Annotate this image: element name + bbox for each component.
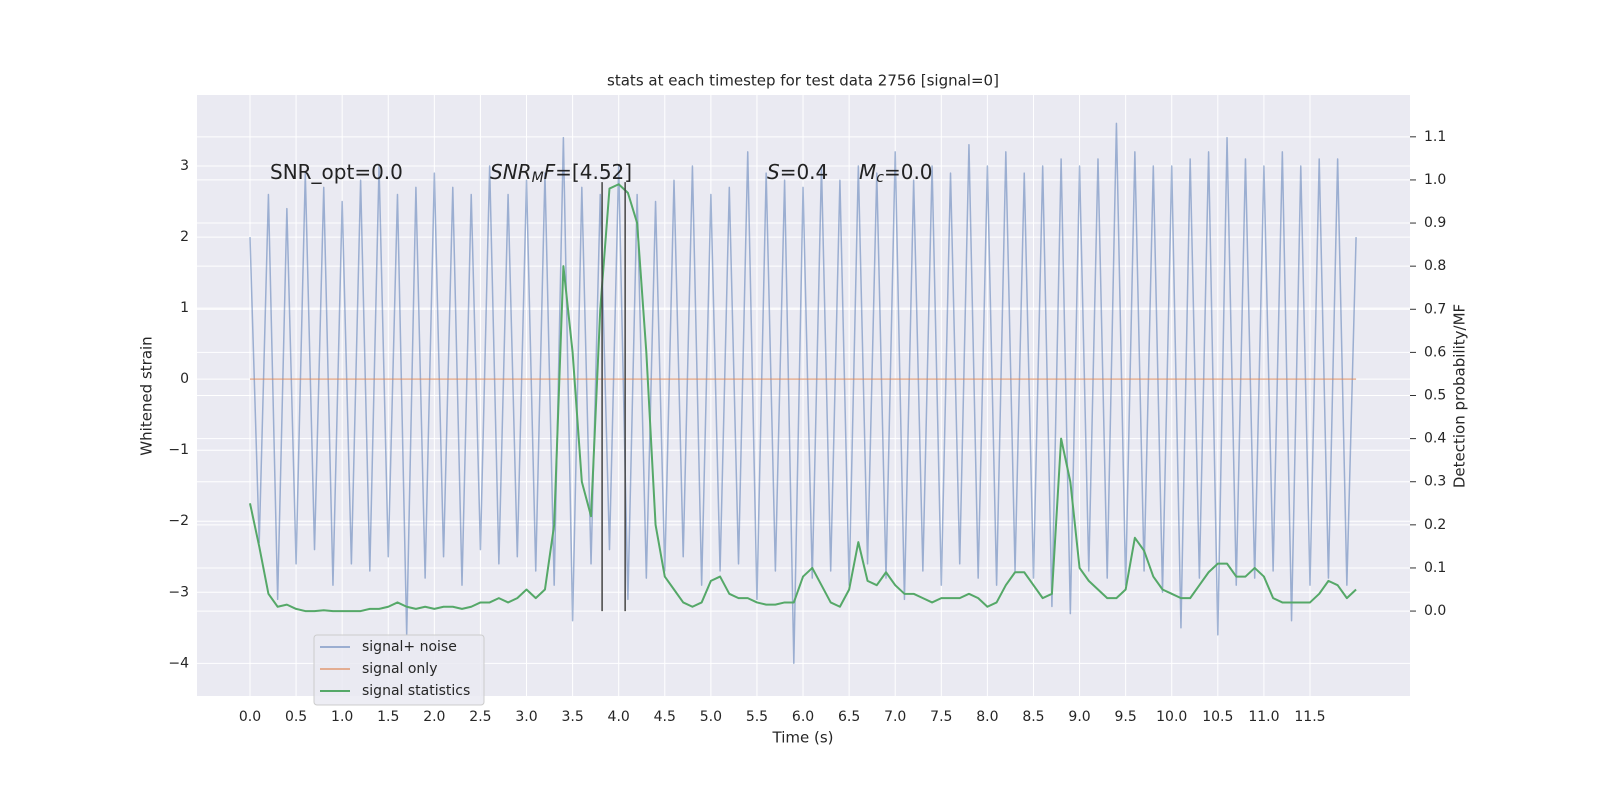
x-tick-label: 10.5 bbox=[1202, 709, 1233, 725]
x-tick-label: 1.0 bbox=[331, 709, 353, 725]
x-tick-label: 4.0 bbox=[608, 709, 630, 725]
y2-tick-label: 0.4 bbox=[1424, 431, 1446, 447]
legend-label: signal+ noise bbox=[362, 639, 457, 655]
annotation-part: SNR bbox=[490, 160, 532, 184]
y2-tick-label: 0.3 bbox=[1424, 474, 1446, 490]
legend: signal+ noise signal only signal statistic… bbox=[313, 634, 485, 706]
annotation-part: =0.4 bbox=[780, 160, 829, 184]
y2-tick-label: 0.2 bbox=[1424, 517, 1446, 533]
x-tick-label: 0.0 bbox=[239, 709, 261, 725]
x-tick-label: 5.5 bbox=[746, 709, 768, 725]
y2-tick-label: 1.1 bbox=[1424, 129, 1446, 145]
annotation-part: M bbox=[532, 170, 544, 186]
x-tick-label: 7.5 bbox=[930, 709, 952, 725]
y2-tick-label: 0.0 bbox=[1424, 603, 1446, 619]
y2-tick-label: 1.0 bbox=[1424, 172, 1446, 188]
annotation: SNRMF=[4.52] bbox=[490, 160, 632, 187]
series-line bbox=[249, 183, 1357, 613]
y-axis-label: Whitened strain bbox=[138, 336, 156, 455]
legend-label: signal only bbox=[362, 661, 437, 677]
y-tick-label: 3 bbox=[180, 158, 189, 174]
x-tick-label: 11.5 bbox=[1294, 709, 1325, 725]
x-tick-label: 0.5 bbox=[285, 709, 307, 725]
annotation-part: M bbox=[859, 160, 876, 184]
x-tick-label: 2.0 bbox=[423, 709, 445, 725]
x-tick-label: 8.5 bbox=[1022, 709, 1044, 725]
x-tick-label: 6.0 bbox=[792, 709, 814, 725]
series-line bbox=[249, 122, 1357, 665]
x-tick-label: 4.5 bbox=[654, 709, 676, 725]
chart-title: stats at each timestep for test data 275… bbox=[607, 72, 999, 90]
legend-box bbox=[313, 634, 485, 706]
x-tick-label: 7.0 bbox=[884, 709, 906, 725]
annotation-part: SNR_opt=0.0 bbox=[270, 160, 403, 184]
y-tick-label: −4 bbox=[168, 655, 189, 671]
y2-tick-label: 0.5 bbox=[1424, 388, 1446, 404]
y-tick-label: 0 bbox=[180, 371, 189, 387]
y-tick-label: −2 bbox=[168, 513, 189, 529]
annotation-part: S bbox=[767, 160, 780, 184]
x-tick-label: 1.5 bbox=[377, 709, 399, 725]
annotation-part: =0.0 bbox=[884, 160, 933, 184]
x-tick-label: 9.5 bbox=[1115, 709, 1137, 725]
annotation-part: c bbox=[876, 170, 884, 186]
annotation: S=0.4 bbox=[767, 160, 828, 184]
x-tick-label: 3.5 bbox=[561, 709, 583, 725]
annotation-part: =[4.52] bbox=[555, 160, 632, 184]
x-tick-label: 2.5 bbox=[469, 709, 491, 725]
y2-tick-label: 0.8 bbox=[1424, 258, 1446, 274]
x-tick-label: 3.0 bbox=[515, 709, 537, 725]
x-axis-label: Time (s) bbox=[772, 729, 834, 747]
x-tick-label: 6.5 bbox=[838, 709, 860, 725]
y2-tick-label: 0.6 bbox=[1424, 344, 1446, 360]
y-tick-label: 2 bbox=[180, 229, 189, 245]
y2-axis-label: Detection probability/MF bbox=[1451, 304, 1469, 488]
x-tick-label: 8.0 bbox=[976, 709, 998, 725]
y-tick-label: 1 bbox=[180, 300, 189, 316]
x-tick-label: 9.0 bbox=[1068, 709, 1090, 725]
y2-tick-label: 0.1 bbox=[1424, 560, 1446, 576]
legend-label: signal statistics bbox=[362, 683, 470, 699]
x-tick-label: 5.0 bbox=[700, 709, 722, 725]
y-tick-label: −3 bbox=[168, 584, 189, 600]
annotation: Mc=0.0 bbox=[859, 160, 933, 187]
x-tick-label: 11.0 bbox=[1248, 709, 1279, 725]
y2-tick-label: 0.9 bbox=[1424, 215, 1446, 231]
annotation-part: F bbox=[544, 160, 556, 184]
x-tick-label: 10.0 bbox=[1156, 709, 1187, 725]
annotation: SNR_opt=0.0 bbox=[270, 160, 403, 184]
y2-tick-label: 0.7 bbox=[1424, 301, 1446, 317]
y-tick-label: −1 bbox=[168, 442, 189, 458]
